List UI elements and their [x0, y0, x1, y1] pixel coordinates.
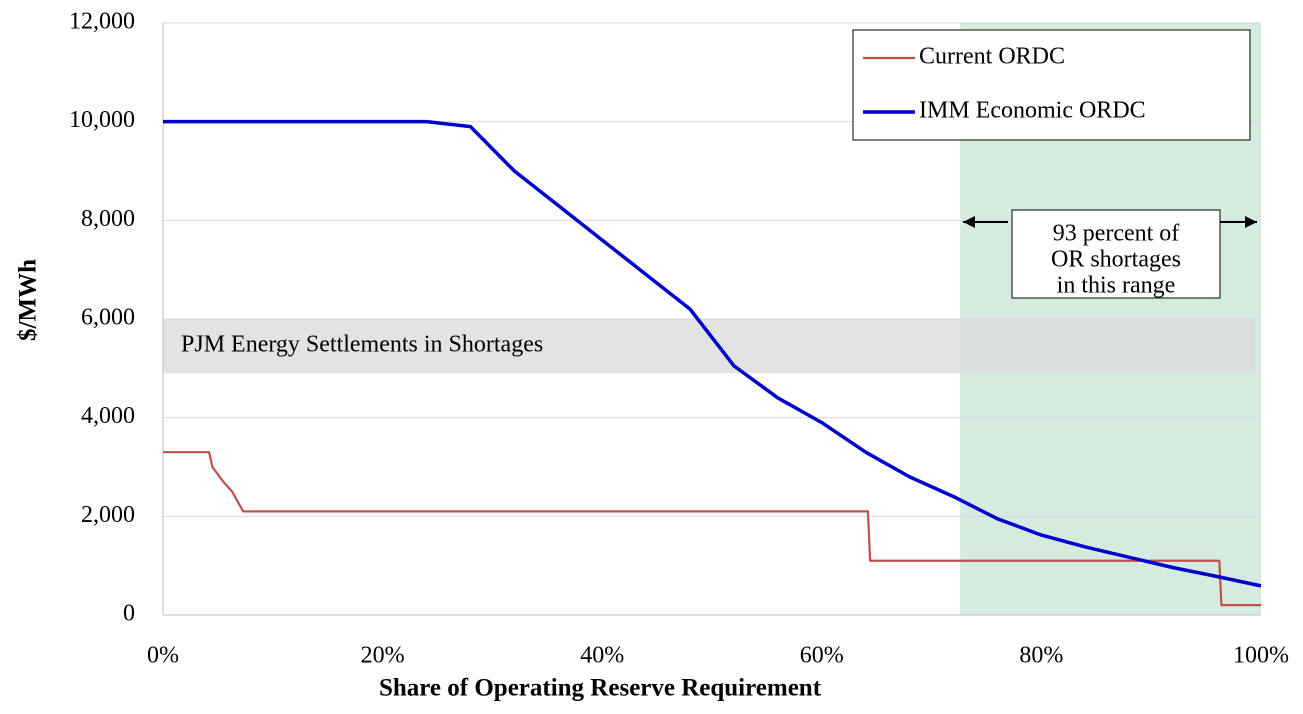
x-tick-label: 20%	[361, 643, 405, 669]
x-axis-label: Share of Operating Reserve Requirement	[379, 675, 822, 702]
series-line	[163, 119, 1262, 588]
x-tick-label: 40%	[580, 643, 624, 669]
x-tick-label: 80%	[1019, 643, 1063, 669]
arrow-head	[1245, 216, 1257, 228]
y-tick-label: 12,000	[69, 9, 135, 35]
annotation-text: in this range	[1057, 273, 1176, 299]
x-tick-label: 60%	[800, 643, 844, 669]
y-tick-label: 2,000	[81, 502, 135, 528]
y-axis-label: $/MWh	[15, 259, 42, 341]
arrow-head	[963, 216, 975, 228]
legend-label: Current ORDC	[919, 44, 1065, 70]
annotation-box	[1011, 209, 1221, 299]
legend-label: IMM Economic ORDC	[919, 98, 1146, 124]
y-tick-label: 6,000	[81, 305, 135, 331]
band-label: PJM Energy Settlements in Shortages	[181, 332, 543, 358]
legend-box	[852, 29, 1251, 141]
x-tick-label: 100%	[1233, 643, 1289, 669]
annotation-text: 93 percent of	[1053, 221, 1180, 247]
y-tick-label: 10,000	[69, 107, 135, 133]
y-tick-label: 0	[123, 601, 135, 627]
y-tick-label: 8,000	[81, 206, 135, 232]
y-tick-label: 4,000	[81, 403, 135, 429]
annotation-text: OR shortages	[1051, 247, 1181, 273]
x-tick-label: 0%	[147, 643, 179, 669]
shortage-band	[163, 319, 1256, 374]
